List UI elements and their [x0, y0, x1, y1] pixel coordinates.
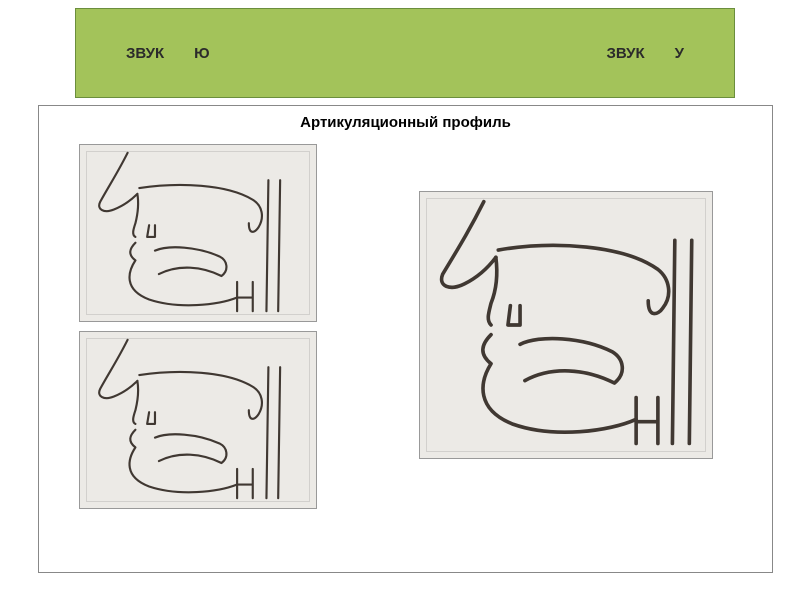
- diagram-inner-frame: [86, 338, 310, 502]
- header-right-prefix: ЗВУК: [607, 45, 645, 62]
- diagram-inner-frame: [86, 151, 310, 315]
- diagram-inner-frame: [426, 198, 706, 452]
- header-left-sound: Ю: [194, 45, 209, 62]
- main-panel: Артикуляционный профиль: [38, 105, 773, 573]
- header-bar: ЗВУК Ю ЗВУК У: [75, 8, 735, 98]
- header-left: ЗВУК Ю: [126, 45, 210, 62]
- header-right-sound: У: [675, 45, 684, 62]
- articulation-profile-yu-2: [79, 331, 317, 509]
- subtitle: Артикуляционный профиль: [39, 114, 772, 131]
- header-left-prefix: ЗВУК: [126, 45, 164, 62]
- articulation-profile-yu-1: [79, 144, 317, 322]
- articulation-profile-u: [419, 191, 713, 459]
- header-right: ЗВУК У: [607, 45, 685, 62]
